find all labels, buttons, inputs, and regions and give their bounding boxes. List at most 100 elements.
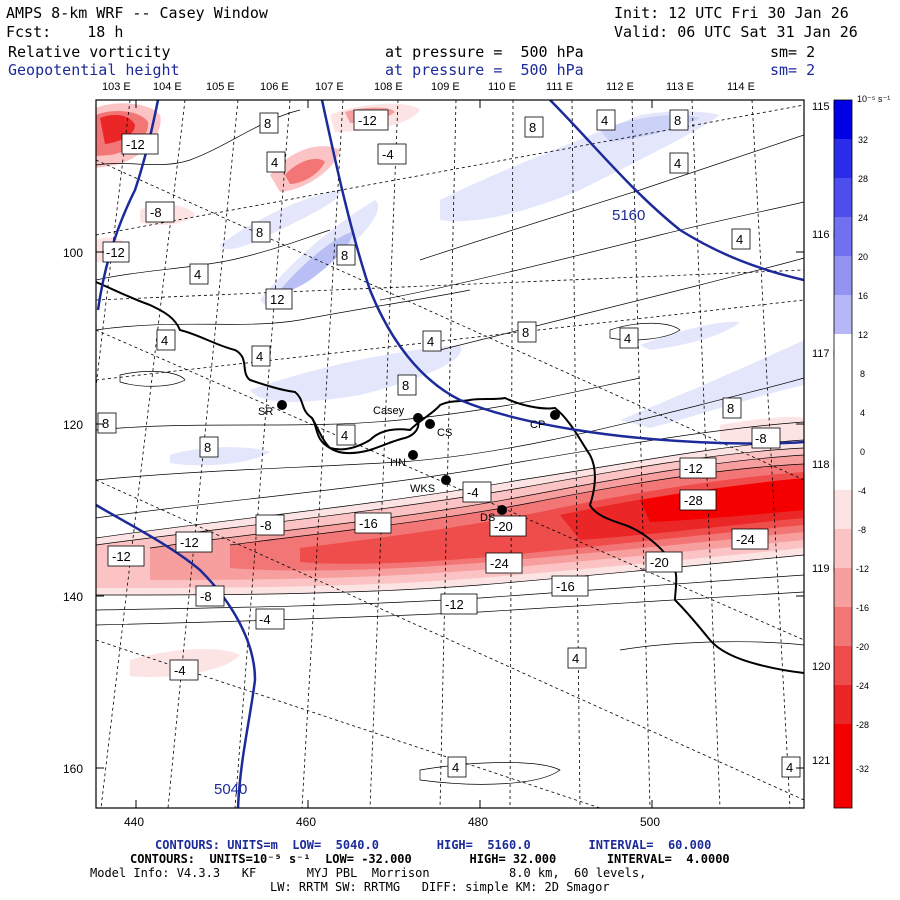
- vort-label: 8: [256, 225, 263, 240]
- station-marker: [408, 450, 418, 460]
- vorticity-shading: [96, 103, 804, 678]
- lon-label: 117 E: [812, 348, 840, 360]
- vort-label: 4: [572, 651, 579, 666]
- lon-label: 119 E: [812, 563, 840, 575]
- vort-label: 4: [736, 232, 743, 247]
- lon-label: 109 E: [431, 81, 460, 93]
- vort-label: -8: [755, 431, 767, 446]
- height-label-5040: 5040: [214, 781, 247, 798]
- plot-frame: [95, 99, 805, 809]
- height-label-5160: 5160: [612, 207, 645, 224]
- physics-info: LW: RRTM SW: RRTMG DIFF: simple KM: 2D S…: [270, 880, 610, 894]
- colorbar-tick: -24: [856, 681, 869, 691]
- field1-level: at pressure = 500 hPa: [385, 43, 584, 61]
- vort-label: 8: [674, 113, 681, 128]
- field1-smoothing: sm= 2: [770, 43, 816, 61]
- y-axis-labels: 100 120 140 160: [63, 246, 83, 776]
- contour-info-vorticity: CONTOURS: UNITS=10⁻⁵ s⁻¹ LOW= -32.000 HI…: [130, 852, 730, 866]
- field2-smoothing: sm= 2: [770, 61, 816, 79]
- x-tick-label: 480: [468, 815, 488, 829]
- lon-label: 106 E: [260, 81, 289, 93]
- vort-label: 8: [341, 248, 348, 263]
- lon-label: 112 E: [606, 81, 634, 93]
- colorbar-tick: 20: [858, 252, 868, 262]
- x-tick-label: 460: [296, 815, 316, 829]
- vort-label: 4: [624, 331, 631, 346]
- station-marker: [277, 400, 287, 410]
- colorbar-tick: 16: [858, 291, 868, 301]
- lon-label: 113 E: [666, 81, 694, 93]
- vort-label: 8: [529, 120, 536, 135]
- init-time: Init: 12 UTC Fri 30 Jan 26: [614, 4, 849, 22]
- vort-label: -8: [150, 205, 162, 220]
- lon-label: 121 E: [812, 755, 841, 767]
- lon-label: 115 E: [812, 101, 840, 113]
- vort-label: -12: [684, 461, 703, 476]
- field2-name: Geopotential height: [8, 61, 180, 79]
- colorbar-tick: -28: [856, 720, 869, 730]
- colorbar-tick: 0: [860, 447, 865, 457]
- vort-label: 4: [674, 156, 681, 171]
- colorbar: [833, 99, 853, 809]
- lon-label: 108 E: [374, 81, 403, 93]
- vort-label: 12: [270, 292, 284, 307]
- vort-label: -16: [359, 516, 378, 531]
- vort-label: -12: [358, 113, 377, 128]
- vort-label: -4: [259, 612, 271, 627]
- vort-label: -24: [736, 532, 755, 547]
- x-axis-labels: 440 460 480 500: [124, 815, 660, 829]
- colorbar-tick: -4: [858, 486, 866, 496]
- vort-label: -12: [112, 549, 131, 564]
- vort-label: -4: [174, 663, 186, 678]
- station-marker: [550, 410, 560, 420]
- colorbar-tick: 24: [858, 213, 868, 223]
- vort-label: 8: [204, 440, 211, 455]
- colorbar-tick: -12: [856, 564, 869, 574]
- colorbar-tick: 8: [860, 369, 865, 379]
- lon-label: 111 E: [546, 81, 573, 93]
- field2-level: at pressure = 500 hPa: [385, 61, 584, 79]
- station-marker: [497, 505, 507, 515]
- lon-labels-right: 115 E 116 E 117 E 118 E 119 E 120 E 121 …: [812, 101, 841, 767]
- vort-label: 4: [786, 760, 793, 775]
- vort-label: 4: [161, 333, 168, 348]
- station-marker: [441, 475, 451, 485]
- valid-time: Valid: 06 UTC Sat 31 Jan 26: [614, 23, 858, 41]
- vort-label: -12: [126, 137, 145, 152]
- vort-label: -16: [556, 579, 575, 594]
- vort-label: -12: [445, 597, 464, 612]
- vort-label: 8: [727, 401, 734, 416]
- y-tick-label: 160: [63, 762, 83, 776]
- colorbar-tick: -20: [856, 642, 869, 652]
- lon-label: 120 E: [812, 661, 841, 673]
- station-label: DS: [480, 512, 495, 524]
- lon-label: 103 E: [102, 81, 131, 93]
- contour-info-height: CONTOURS: UNITS=m LOW= 5040.0 HIGH= 5160…: [155, 838, 712, 852]
- station-marker: [413, 413, 423, 423]
- colorbar-tick: 12: [858, 330, 868, 340]
- vort-label: 4: [601, 113, 608, 128]
- y-axis-ticks: [96, 100, 804, 808]
- vorticity-labels: -12 -12 -8 -4 4 8 -12 -4 8 4 8 4 8 12 4 …: [97, 109, 801, 778]
- station-label: HN: [390, 457, 406, 469]
- vort-label: -12: [106, 245, 125, 260]
- vort-label: -24: [490, 556, 509, 571]
- colorbar-tick: -16: [856, 603, 869, 613]
- colorbar-unit: 10⁻⁵ s⁻¹: [857, 94, 890, 104]
- vort-label: -28: [684, 493, 703, 508]
- station-label: WKS: [410, 483, 435, 495]
- lon-label: 107 E: [315, 81, 344, 93]
- forecast-hour: Fcst: 18 h: [6, 23, 124, 41]
- vort-label: -12: [180, 535, 199, 550]
- vort-label: -20: [650, 555, 669, 570]
- colorbar-tick: 28: [858, 174, 868, 184]
- lon-labels-top: 103 E 104 E 105 E 106 E 107 E 108 E 109 …: [102, 81, 755, 93]
- x-tick-label: 500: [640, 815, 660, 829]
- colorbar-ticks: 32 28 24 20 16 12 8 4 0 -4 -8 -12 -16 -2…: [856, 135, 869, 774]
- x-tick-label: 440: [124, 815, 144, 829]
- y-tick-label: 120: [63, 418, 83, 432]
- colorbar-tick: -8: [858, 525, 866, 535]
- vort-label: 4: [341, 428, 348, 443]
- colorbar-tick: 4: [860, 408, 865, 418]
